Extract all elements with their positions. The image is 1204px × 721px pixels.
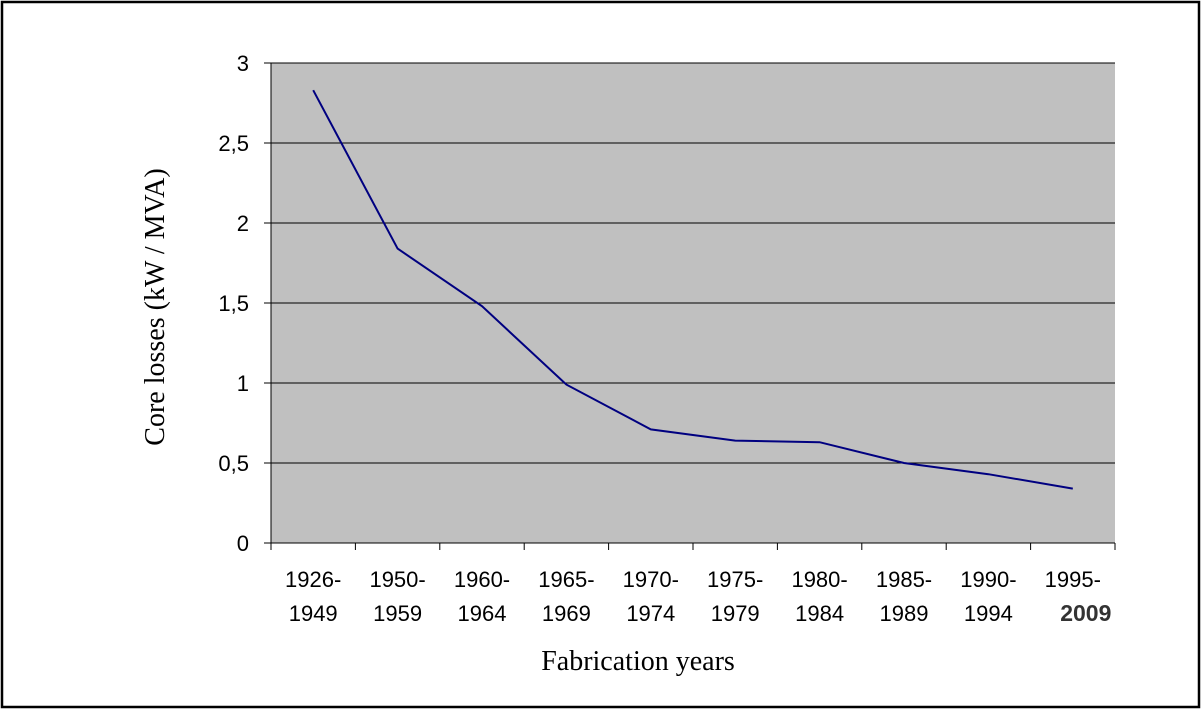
y-tick-label: 0,5 <box>218 451 249 476</box>
y-tick-label: 1,5 <box>218 291 249 316</box>
x-axis-title: Fabrication years <box>541 646 735 677</box>
x-tick-label-line2: 1979 <box>711 601 760 626</box>
x-tick-label-line1: 1975- <box>707 567 763 592</box>
y-tick-label: 0 <box>237 531 249 556</box>
y-tick-label: 2 <box>237 211 249 236</box>
x-tick-label-line2: 1959 <box>373 601 422 626</box>
y-tick-label: 1 <box>237 371 249 396</box>
x-tick-label-line1: 1926- <box>285 567 341 592</box>
plot-area: 0 0,5 1 1,5 2 2,5 3 1926- 1949 1950- 1959 1960- 1964… <box>218 51 1116 626</box>
y-tick-label: 3 <box>237 51 249 76</box>
x-tick-label-line2: 1949 <box>289 601 338 626</box>
x-tick-label-line2: 1974 <box>626 601 675 626</box>
x-tick-label-line1: 1965- <box>538 567 594 592</box>
x-tick-label-line1: 1985- <box>876 567 932 592</box>
x-tick-label-line1: 1950- <box>369 567 425 592</box>
x-tick-label-line1: 1980- <box>791 567 847 592</box>
x-tick-label-line2: 1989 <box>880 601 929 626</box>
x-tick-label-line2: 1994 <box>964 601 1013 626</box>
x-tick-label-line2: 1969 <box>542 601 591 626</box>
x-tick-label-line1: 1970- <box>623 567 679 592</box>
series-line <box>312 89 1073 490</box>
x-tick-label-line1: 1995- <box>1045 567 1101 592</box>
x-tick-label-line2: 1984 <box>795 601 844 626</box>
x-tick-label-line1: 1960- <box>454 567 510 592</box>
x-tick-label-line2: 2009 <box>1060 600 1111 626</box>
y-axis-title: Core losses (kW / MVA) <box>140 168 171 445</box>
x-tick-label-line2: 1964 <box>458 601 507 626</box>
y-tick-label: 2,5 <box>218 131 249 156</box>
x-tick-label-line1: 1990- <box>960 567 1016 592</box>
